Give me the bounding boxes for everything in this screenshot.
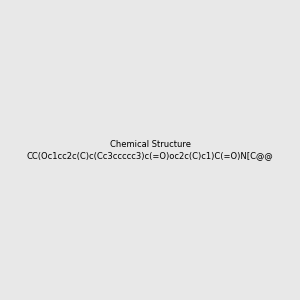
Text: Chemical Structure
CC(Oc1cc2c(C)c(Cc3ccccc3)c(=O)oc2c(C)c1)C(=O)N[C@@: Chemical Structure CC(Oc1cc2c(C)c(Cc3ccc… (27, 140, 273, 160)
